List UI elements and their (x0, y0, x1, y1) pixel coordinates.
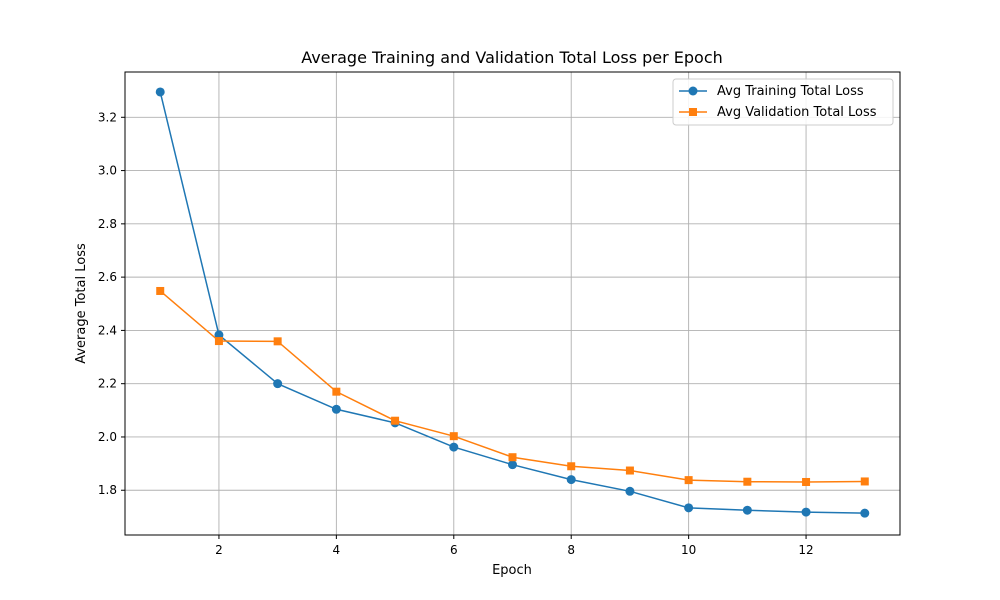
training-loss-point (331, 404, 341, 414)
validation-loss-point (625, 466, 634, 475)
x-tick-label: 8 (567, 543, 575, 557)
x-tick-label: 2 (215, 543, 223, 557)
y-tick-label: 2.6 (98, 270, 117, 284)
training-loss-point (155, 87, 165, 97)
legend-validation-label: Avg Validation Total Loss (717, 105, 877, 120)
y-axis-ticks: 1.8 2.0 2.2 2.4 2.6 2.8 3.0 3.2 (98, 110, 125, 497)
validation-loss-point (332, 387, 341, 396)
training-loss-point (801, 507, 811, 517)
x-tick-label: 10 (681, 543, 696, 557)
training-loss-point (566, 475, 576, 485)
training-loss-point (860, 508, 870, 518)
chart-title: Average Training and Validation Total Lo… (301, 48, 723, 67)
validation-loss-point (860, 477, 869, 486)
y-tick-label: 1.8 (98, 483, 117, 497)
grid-lines (125, 72, 900, 535)
validation-loss-point (684, 476, 693, 485)
validation-loss-point (802, 477, 811, 486)
training-loss-point (508, 460, 517, 470)
training-loss-point (449, 442, 459, 452)
y-tick-label: 2.8 (98, 217, 117, 231)
x-tick-label: 6 (450, 543, 458, 557)
legend-box (672, 78, 894, 126)
training-loss-point (625, 486, 635, 496)
training-loss-point (273, 379, 283, 389)
validation-loss-point (567, 462, 576, 471)
x-axis-ticks: 2 4 6 8 10 12 (215, 535, 814, 557)
validation-loss-point (273, 337, 282, 346)
validation-loss-point (508, 453, 517, 462)
legend-training-marker (688, 86, 698, 96)
y-tick-label: 3.2 (98, 110, 117, 124)
y-tick-label: 2.0 (98, 430, 117, 444)
x-axis-label: Epoch (492, 563, 532, 578)
x-tick-label: 4 (333, 543, 341, 557)
plot-frame (124, 71, 901, 536)
legend-training-label: Avg Training Total Loss (717, 84, 864, 99)
y-tick-label: 3.0 (98, 164, 117, 178)
validation-loss-point (391, 416, 400, 425)
series-layer (155, 87, 870, 518)
training-loss-point (684, 503, 694, 513)
y-tick-label: 2.2 (98, 377, 117, 391)
validation-loss-point (743, 477, 752, 486)
y-tick-label: 2.4 (98, 323, 117, 337)
validation-loss-point (214, 337, 223, 346)
validation-loss-point (156, 286, 165, 295)
legend: Avg Training Total Loss Avg Validation T… (672, 78, 894, 126)
legend-validation-marker (689, 108, 697, 116)
training-loss-point (742, 505, 752, 515)
validation-loss-point (449, 432, 458, 441)
y-axis-label: Average Total Loss (74, 243, 89, 364)
x-tick-label: 12 (798, 543, 813, 557)
